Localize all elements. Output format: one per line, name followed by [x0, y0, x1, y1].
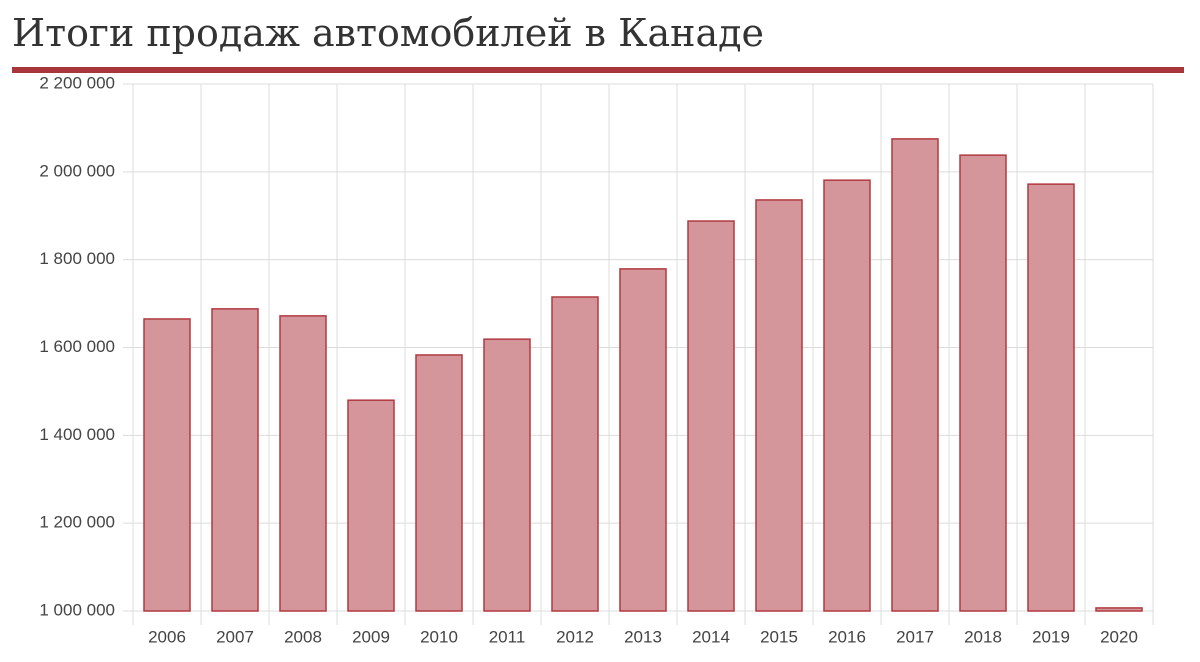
title-rule [12, 67, 1184, 73]
bar [1095, 607, 1143, 612]
bar [959, 154, 1007, 612]
bar [211, 308, 259, 612]
chart-title: Итоги продаж автомобилей в Канаде [12, 11, 764, 55]
x-tick-label: 2015 [760, 627, 798, 646]
y-tick-label: 2 200 000 [39, 73, 115, 92]
bar [1027, 183, 1075, 612]
y-tick-label: 1 400 000 [39, 425, 115, 444]
x-tick-label: 2010 [420, 627, 458, 646]
x-tick-label: 2018 [964, 627, 1002, 646]
bar [279, 315, 327, 612]
x-tick-label: 2013 [624, 627, 662, 646]
x-tick-label: 2012 [556, 627, 594, 646]
x-tick-label: 2016 [828, 627, 866, 646]
x-tick-label: 2020 [1100, 627, 1138, 646]
y-tick-label: 1 000 000 [39, 600, 115, 619]
x-tick-label: 2008 [284, 627, 322, 646]
bar [891, 138, 939, 612]
x-tick-label: 2011 [489, 627, 526, 646]
bar [483, 338, 531, 612]
bar [415, 354, 463, 612]
y-tick-label: 1 200 000 [39, 513, 115, 532]
bar [143, 318, 191, 612]
bar [823, 179, 871, 612]
bar [755, 199, 803, 612]
x-tick-label: 2014 [692, 627, 730, 646]
x-tick-label: 2006 [148, 627, 186, 646]
bar [687, 220, 735, 612]
bar [619, 268, 667, 612]
y-tick-label: 1 800 000 [39, 249, 115, 268]
x-tick-label: 2007 [216, 627, 254, 646]
bar [551, 296, 599, 612]
y-tick-label: 2 000 000 [39, 161, 115, 180]
y-tick-label: 1 600 000 [39, 337, 115, 356]
x-tick-label: 2019 [1032, 627, 1070, 646]
bar [347, 399, 395, 612]
x-tick-label: 2017 [896, 627, 934, 646]
x-tick-label: 2009 [352, 627, 390, 646]
